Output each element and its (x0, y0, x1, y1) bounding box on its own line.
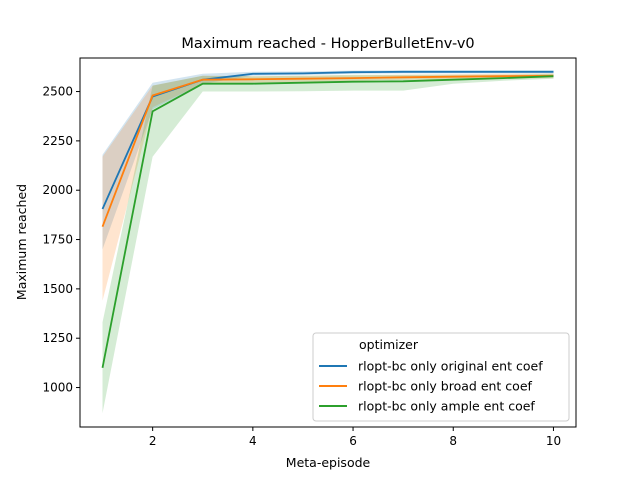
y-tick-label: 2500 (42, 85, 73, 99)
confidence-bands (102, 70, 554, 414)
series-line-3 (101, 75, 554, 368)
legend-title: optimizer (359, 337, 419, 352)
x-tick-label: 8 (449, 434, 457, 448)
legend-label-3: rlopt-bc only ample ent coef (358, 399, 535, 414)
series-line-2 (101, 74, 554, 228)
y-tick-label: 1750 (42, 233, 73, 247)
series-lines (101, 70, 554, 368)
chart-title: Maximum reached - HopperBulletEnv-v0 (181, 36, 474, 52)
y-tick-label: 1250 (42, 331, 73, 345)
legend-box (312, 332, 570, 422)
x-axis-label: Meta-episode (286, 455, 371, 470)
x-tick-label: 2 (149, 434, 157, 448)
plot-frame (79, 57, 577, 428)
x-tick-label: 4 (249, 434, 257, 448)
y-tick-label: 2250 (42, 134, 73, 148)
x-tick-label: 6 (349, 434, 357, 448)
y-axis-label: Maximum reached (14, 184, 29, 300)
legend: optimizer rlopt-bc only original ent coe… (312, 332, 570, 422)
legend-label-1: rlopt-bc only original ent coef (358, 359, 543, 374)
confidence-band-series-2 (102, 73, 554, 301)
y-tick-label: 2000 (42, 183, 73, 197)
y-tick-label: 1500 (42, 282, 73, 296)
y-axis-ticks: 1000 1250 1500 1750 2000 2250 2500 (42, 85, 80, 395)
x-tick-label: 10 (546, 434, 561, 448)
legend-label-2: rlopt-bc only broad ent coef (358, 379, 533, 394)
x-axis-ticks: 2 4 6 8 10 (149, 427, 561, 448)
y-tick-label: 1000 (42, 381, 73, 395)
